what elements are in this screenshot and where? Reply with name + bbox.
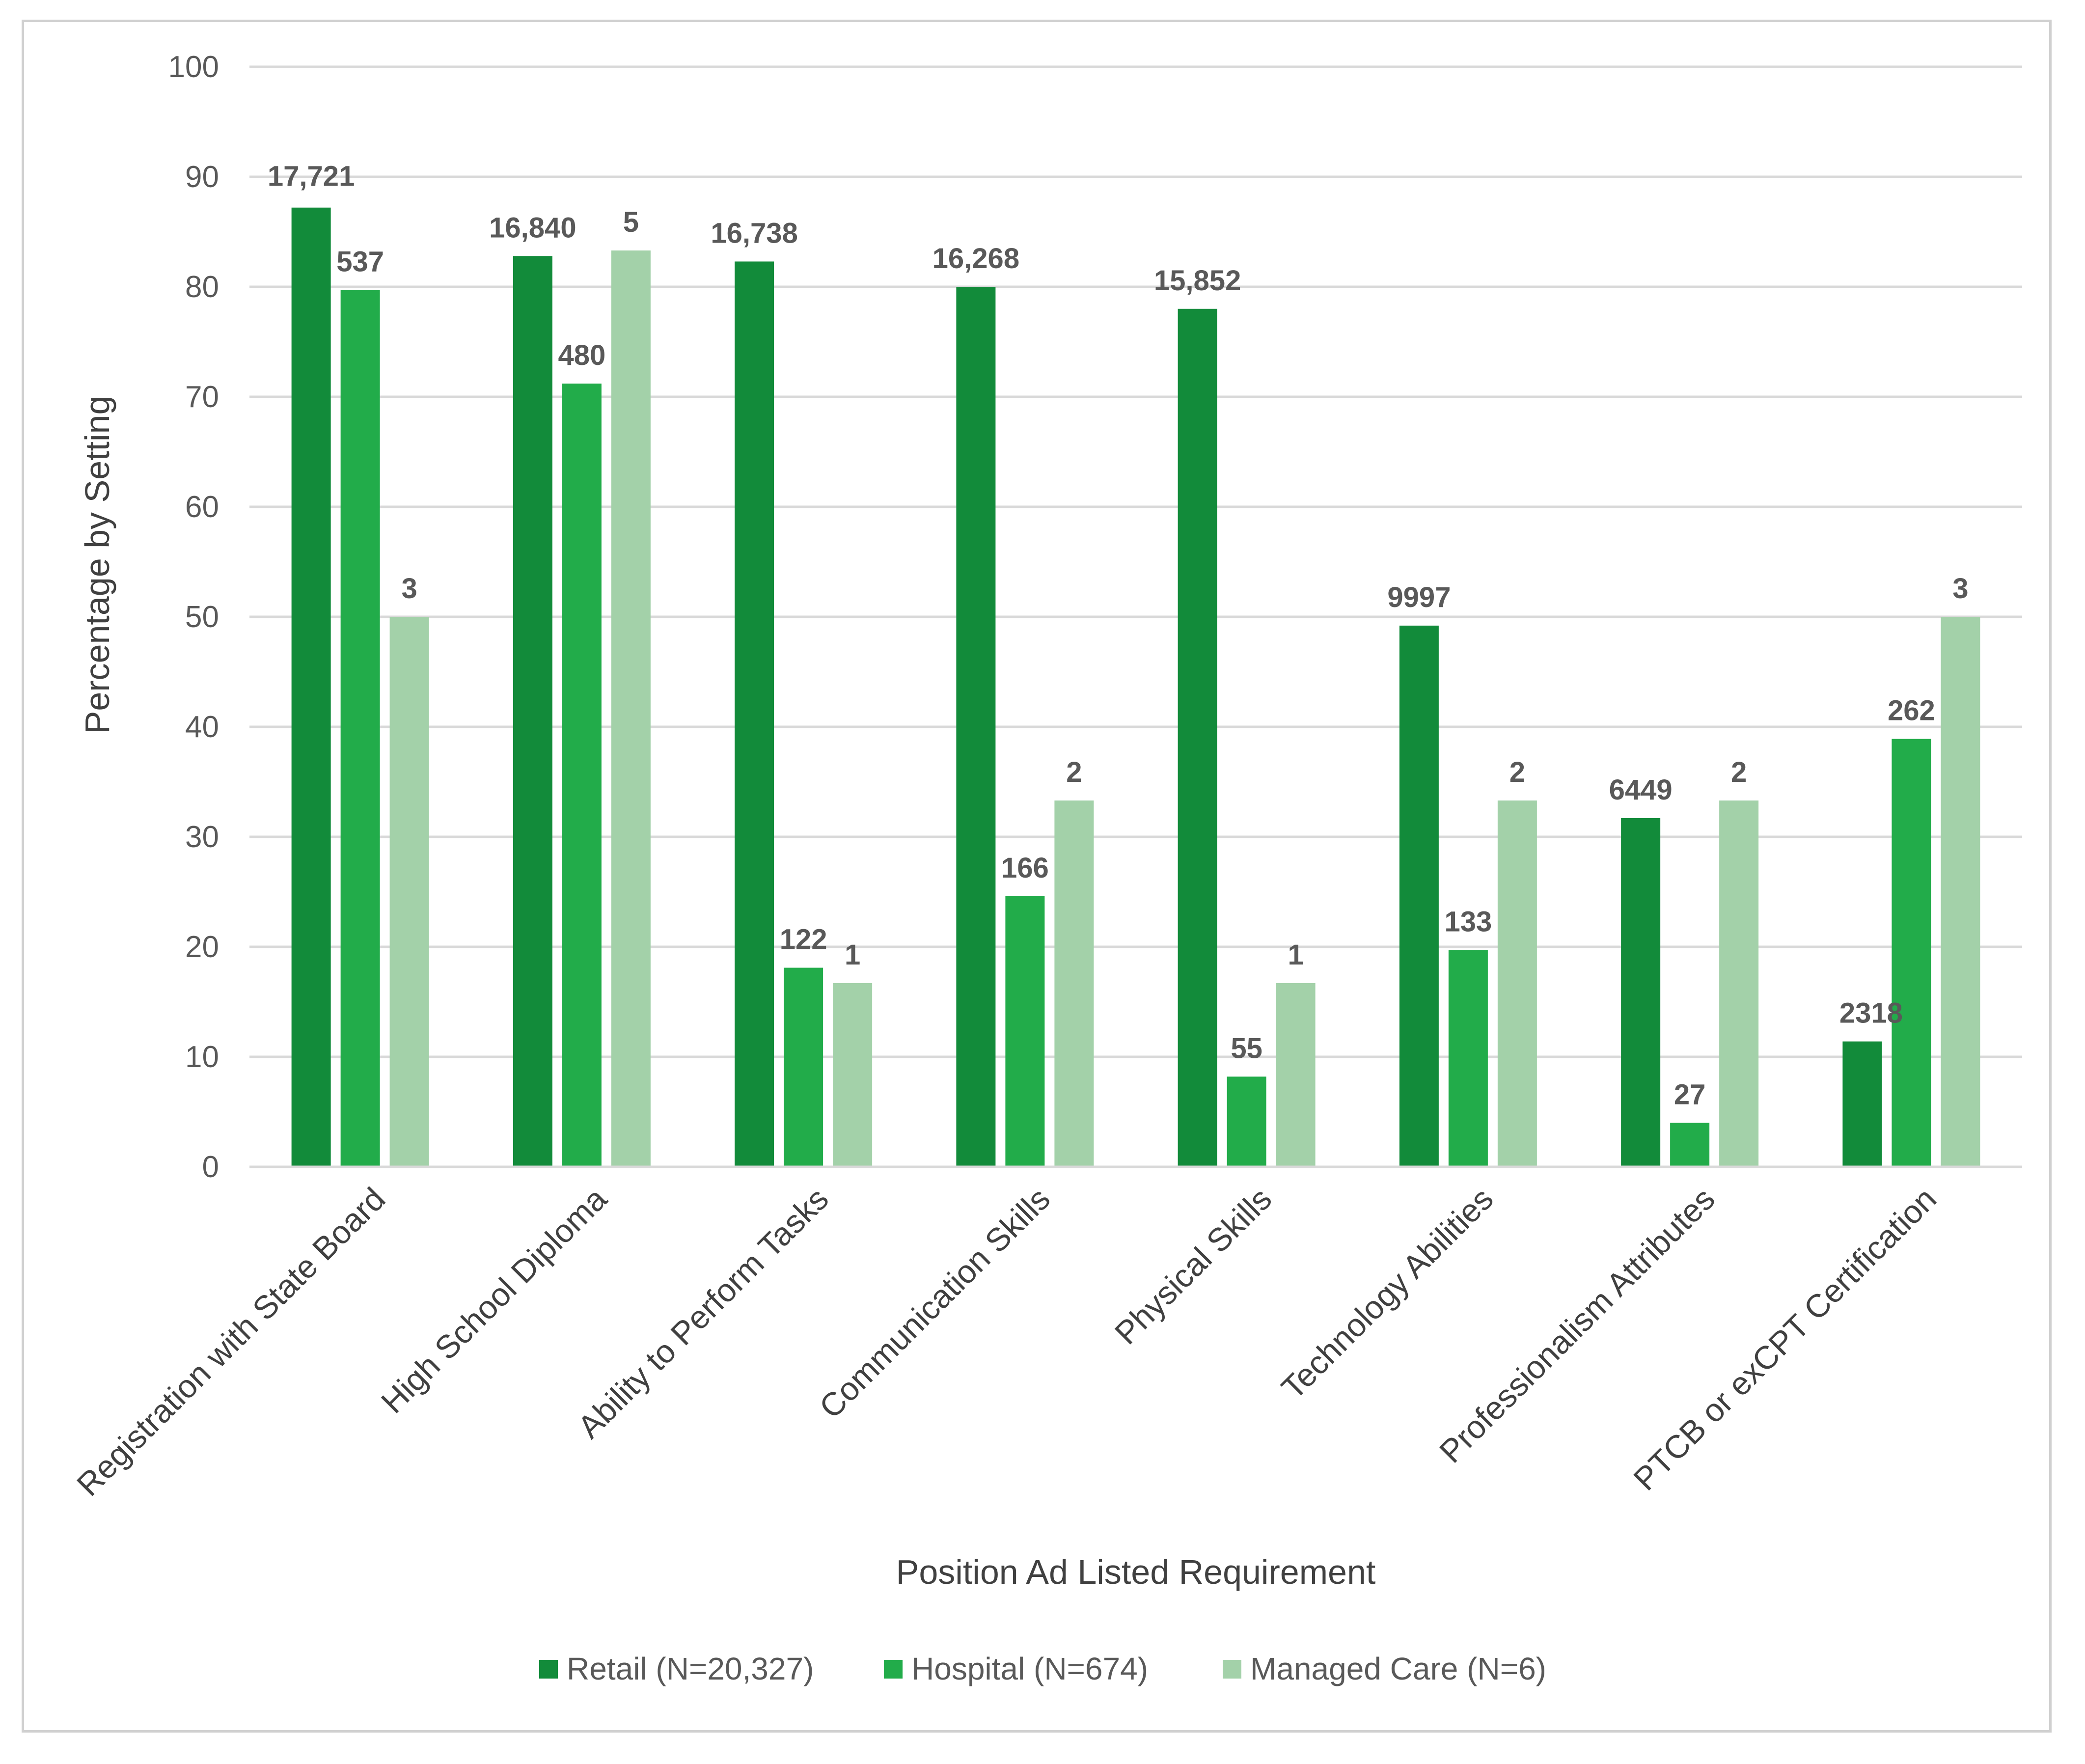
bar-managed-care — [1719, 800, 1759, 1167]
data-label: 3 — [1952, 573, 1968, 605]
data-label: 16,738 — [711, 217, 797, 249]
data-label: 6449 — [1609, 774, 1673, 806]
data-label: 2 — [1066, 756, 1082, 788]
bar-managed-care — [1497, 800, 1537, 1167]
x-category-label: High School Diploma — [374, 1180, 614, 1420]
legend-label: Retail (N=20,327) — [567, 1651, 814, 1686]
bar-retail — [735, 261, 774, 1167]
y-tick-label: 0 — [202, 1150, 219, 1184]
bar-retail — [1842, 1041, 1882, 1167]
y-axis-title: Percentage by Setting — [78, 396, 116, 734]
bar-managed-care — [1941, 617, 1980, 1167]
bar-hospital — [1448, 950, 1488, 1167]
y-tick-label: 40 — [185, 710, 219, 744]
x-category-label: Ability to Perform Tasks — [571, 1181, 835, 1445]
legend-swatch — [1223, 1660, 1241, 1679]
y-tick-label: 100 — [168, 50, 219, 84]
data-label: 15,852 — [1154, 265, 1241, 297]
bar-managed-care — [1054, 800, 1094, 1167]
data-label: 2 — [1509, 756, 1525, 788]
data-label: 5 — [623, 206, 639, 238]
legend-label: Hospital (N=674) — [911, 1651, 1148, 1686]
bars — [291, 207, 1980, 1167]
data-label: 133 — [1444, 906, 1492, 938]
x-category-label: Communication Skills — [812, 1181, 1057, 1425]
data-label: 1 — [1288, 939, 1303, 971]
y-tick-label: 80 — [185, 270, 219, 304]
bar-hospital — [1005, 896, 1045, 1167]
data-label: 262 — [1888, 695, 1935, 727]
y-tick-label: 90 — [185, 160, 219, 194]
bar-retail — [1178, 308, 1217, 1167]
bar-managed-care — [1276, 983, 1316, 1167]
data-label: 16,268 — [933, 243, 1019, 275]
y-tick-label: 60 — [185, 490, 219, 524]
data-label: 3 — [401, 573, 417, 605]
data-label: 2318 — [1839, 997, 1903, 1029]
y-tick-label: 70 — [185, 380, 219, 414]
data-label: 16,840 — [489, 212, 576, 244]
data-label: 480 — [558, 339, 605, 371]
legend-swatch — [539, 1660, 558, 1679]
data-label: 166 — [1001, 852, 1049, 884]
data-label: 122 — [780, 924, 827, 956]
data-label: 537 — [336, 246, 384, 278]
x-category-label: Registration with State Board — [70, 1181, 392, 1503]
bar-retail — [291, 207, 331, 1167]
legend: Retail (N=20,327) Hospital (N=674) Managed… — [539, 1651, 1546, 1686]
y-tick-label: 10 — [185, 1040, 219, 1074]
bar-retail — [956, 287, 996, 1167]
x-category-label: Technology Abilities — [1274, 1181, 1500, 1406]
legend-label: Managed Care (N=6) — [1250, 1651, 1546, 1686]
bar-managed-care — [833, 983, 873, 1167]
bar-hospital — [1670, 1123, 1710, 1167]
x-category-label: Physical Skills — [1108, 1181, 1279, 1351]
data-label: 1 — [845, 939, 860, 971]
data-label: 27 — [1674, 1078, 1706, 1110]
bar-hospital — [1892, 739, 1931, 1167]
bar-hospital — [562, 384, 602, 1167]
y-tick-label: 50 — [185, 600, 219, 634]
y-tick-label: 30 — [185, 820, 219, 854]
bar-managed-care — [389, 617, 429, 1167]
bar-hospital — [1227, 1076, 1266, 1167]
bar-hospital — [340, 290, 380, 1167]
bar-hospital — [784, 967, 823, 1167]
y-tick-label: 20 — [185, 930, 219, 964]
bar-retail — [513, 256, 552, 1167]
data-label: 9997 — [1387, 581, 1451, 613]
bar-retail — [1621, 818, 1661, 1167]
data-label: 17,721 — [268, 161, 355, 193]
data-label: 55 — [1231, 1032, 1262, 1064]
legend-swatch — [884, 1660, 903, 1679]
bar-retail — [1399, 625, 1439, 1167]
bar-managed-care — [611, 250, 651, 1167]
x-axis-title: Position Ad Listed Requirement — [896, 1553, 1376, 1591]
data-label: 2 — [1731, 756, 1747, 788]
